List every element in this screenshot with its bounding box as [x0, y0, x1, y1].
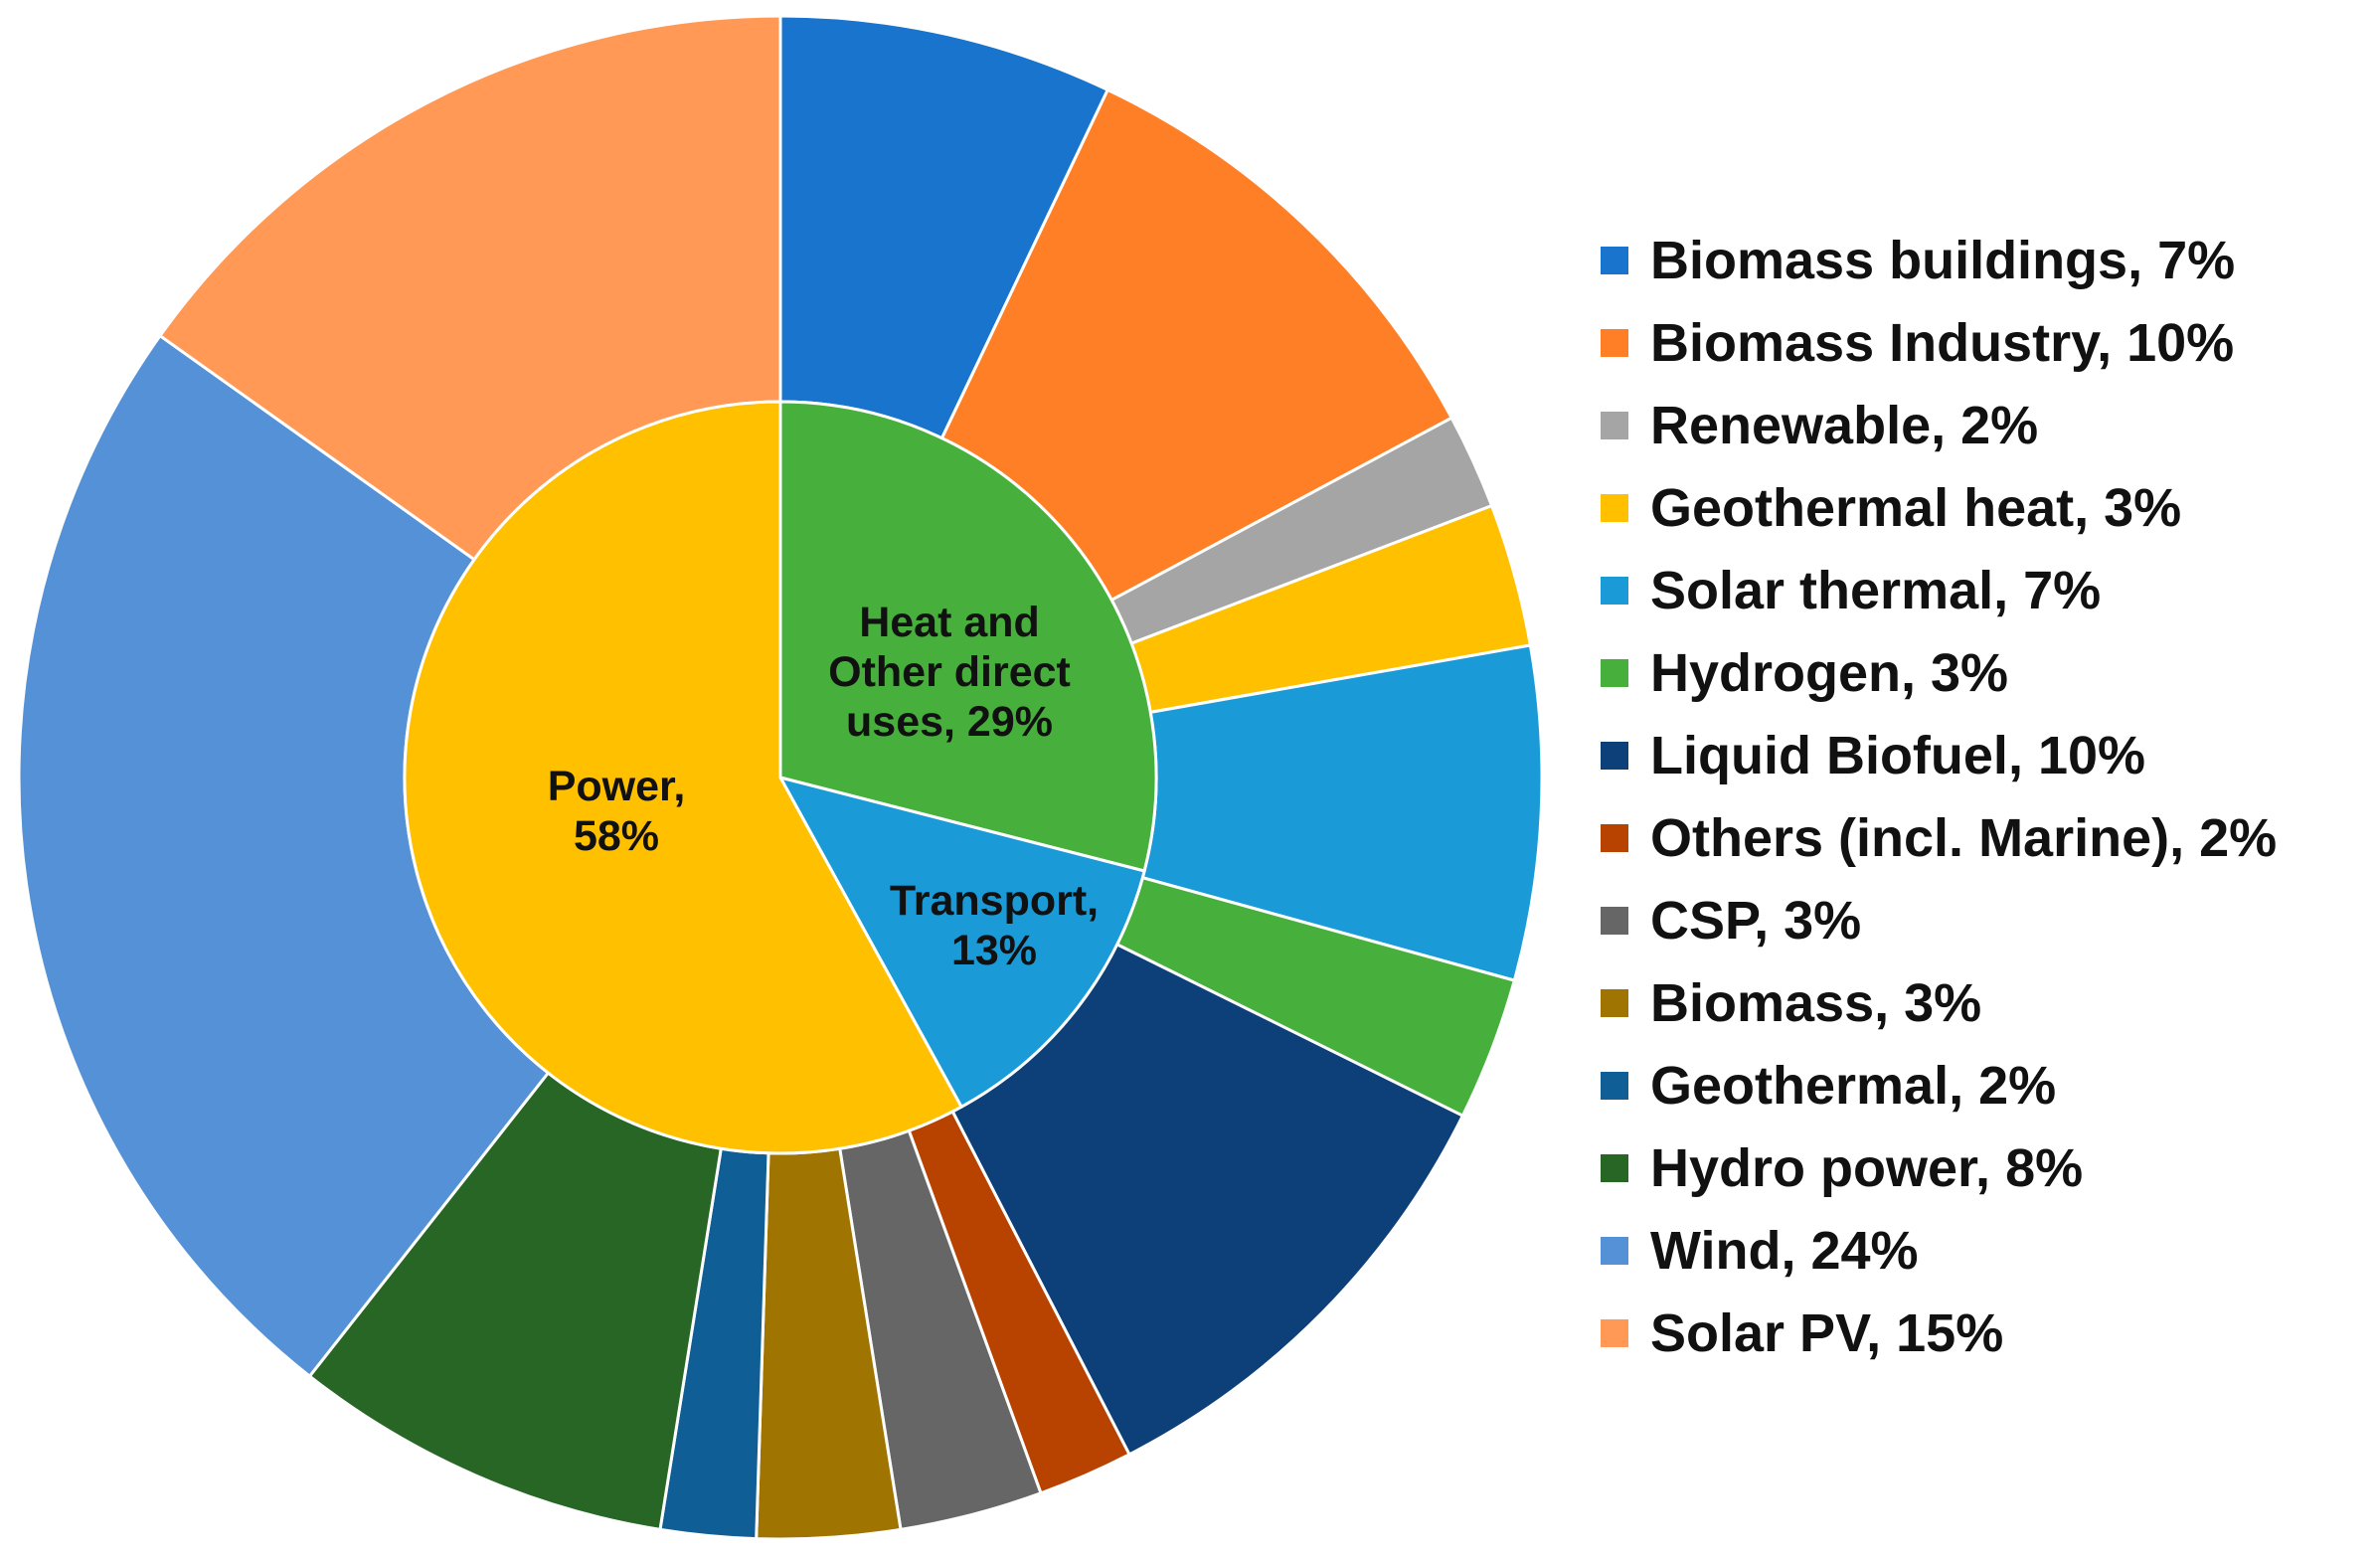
legend-item-solar-pv-15: Solar PV, 15% — [1601, 1292, 2376, 1374]
legend-label: Geothermal heat, 3% — [1650, 477, 2182, 538]
legend-swatch — [1601, 328, 1628, 357]
legend-label: CSP, 3% — [1650, 890, 1862, 951]
legend-label: Biomass Industry, 10% — [1650, 312, 2235, 373]
legend-item-geothermal-heat-3: Geothermal heat, 3% — [1601, 466, 2376, 549]
inner-ring-labels: Heat and Other direct uses, 29% Transport, 1… — [548, 599, 1099, 974]
inner-label-transport-13: Transport, 13% — [890, 877, 1099, 974]
legend-swatch — [1601, 1153, 1628, 1182]
legend-item-biomass-3: Biomass, 3% — [1601, 961, 2376, 1044]
legend-item-renewable-2: Renewable, 2% — [1601, 384, 2376, 466]
legend-label: Wind, 24% — [1650, 1220, 1919, 1281]
inner-label-heat-and-other-direct-uses-29: Heat and Other direct uses, 29% — [828, 599, 1071, 746]
outer-ring — [17, 14, 1544, 1541]
legend-label: Hydrogen, 3% — [1650, 642, 2009, 703]
legend-swatch — [1601, 741, 1628, 770]
legend-item-geothermal-2: Geothermal, 2% — [1601, 1044, 2376, 1126]
inner-slice-power-58 — [403, 400, 964, 1155]
legend-swatch — [1601, 906, 1628, 935]
legend-swatch — [1601, 658, 1628, 687]
legend-swatch — [1601, 411, 1628, 439]
legend-label: Hydro power, 8% — [1650, 1137, 2084, 1198]
inner-label-power-58: Power, 58% — [548, 763, 686, 860]
legend-label: Renewable, 2% — [1650, 395, 2039, 455]
legend-item-hydrogen-3: Hydrogen, 3% — [1601, 631, 2376, 714]
inner-ring — [403, 400, 1158, 1155]
legend-label: Solar PV, 15% — [1650, 1302, 2004, 1363]
legend-item-biomass-buildings-7: Biomass buildings, 7% — [1601, 219, 2376, 301]
inner-slice-heat-and-other-direct-uses-29 — [778, 400, 1158, 873]
legend-swatch — [1601, 1071, 1628, 1100]
legend-label: Geothermal, 2% — [1650, 1055, 2057, 1116]
legend-label: Solar thermal, 7% — [1650, 560, 2102, 620]
legend-swatch — [1601, 493, 1628, 522]
legend-swatch — [1601, 1318, 1628, 1347]
legend-label: Others (incl. Marine), 2% — [1650, 807, 2278, 868]
legend-label: Biomass, 3% — [1650, 972, 1982, 1033]
legend-item-hydro-power-8: Hydro power, 8% — [1601, 1126, 2376, 1209]
inner-slice-transport-13 — [777, 775, 1146, 1110]
legend-swatch — [1601, 246, 1628, 274]
legend-label: Liquid Biofuel, 10% — [1650, 725, 2146, 785]
chart-legend: Biomass buildings, 7% Biomass Industry, 1… — [1601, 219, 2376, 1374]
legend-swatch — [1601, 576, 1628, 605]
legend-swatch — [1601, 823, 1628, 852]
legend-swatch — [1601, 988, 1628, 1017]
legend-item-others-2: Others (incl. Marine), 2% — [1601, 796, 2376, 879]
legend-item-biomass-industry-10: Biomass Industry, 10% — [1601, 301, 2376, 384]
legend-item-liquid-biofuel-10: Liquid Biofuel, 10% — [1601, 714, 2376, 796]
legend-item-wind-24: Wind, 24% — [1601, 1209, 2376, 1292]
legend-swatch — [1601, 1236, 1628, 1265]
legend-item-csp-3: CSP, 3% — [1601, 879, 2376, 961]
legend-label: Biomass buildings, 7% — [1650, 230, 2236, 290]
legend-item-solar-thermal-7: Solar thermal, 7% — [1601, 549, 2376, 631]
